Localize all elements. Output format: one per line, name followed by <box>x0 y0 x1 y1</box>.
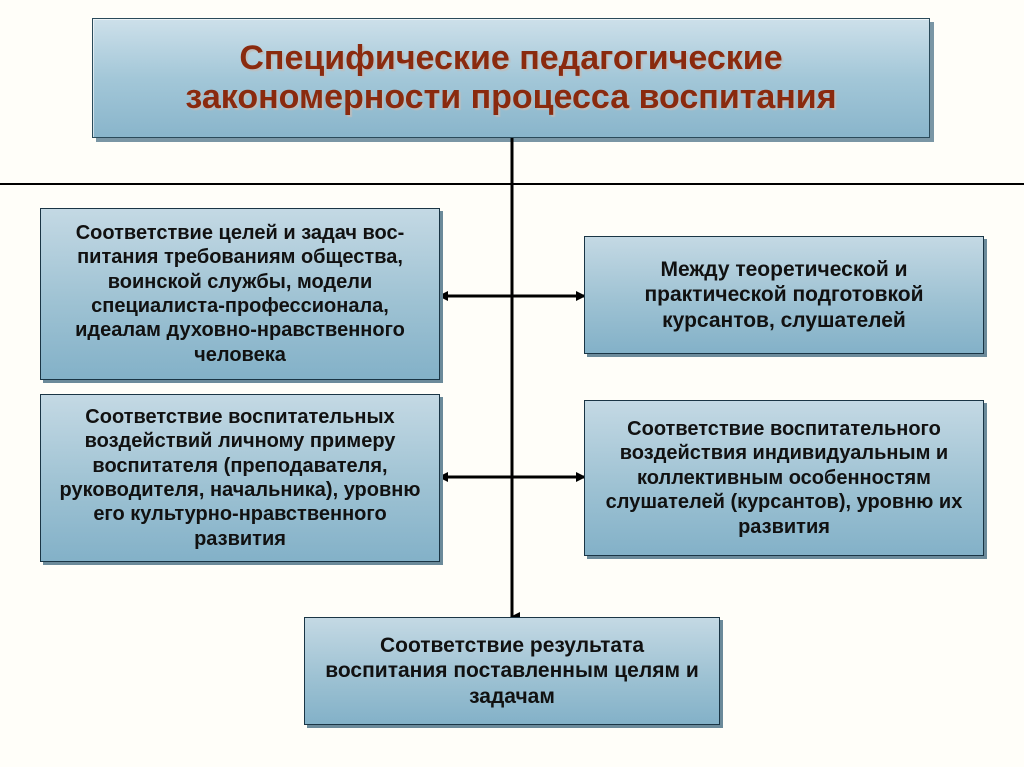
separator-line <box>0 183 1024 185</box>
node-mid-left-text: Соответствие воспитательных воздействий … <box>55 405 425 551</box>
node-bottom: Соответствие результата воспитания поста… <box>304 617 720 725</box>
node-top-left: Соответствие целей и задач вос-питания т… <box>40 208 440 380</box>
node-bottom-text: Соответствие результата воспитания поста… <box>319 633 705 710</box>
slide-root: Специфические педагогические закономерно… <box>0 0 1024 767</box>
node-mid-right: Соответствие воспитательного воздействия… <box>584 400 984 556</box>
title-box: Специфические педагогические закономерно… <box>92 18 930 138</box>
title-text: Специфические педагогические закономерно… <box>107 39 915 117</box>
node-mid-left: Соответствие воспитательных воздействий … <box>40 394 440 562</box>
node-mid-right-text: Соответствие воспитательного воздействия… <box>599 417 969 539</box>
node-top-right-text: Между теоретической и практической подго… <box>599 257 969 334</box>
node-top-right: Между теоретической и практической подго… <box>584 236 984 354</box>
node-top-left-text: Соответствие целей и задач вос-питания т… <box>55 221 425 367</box>
